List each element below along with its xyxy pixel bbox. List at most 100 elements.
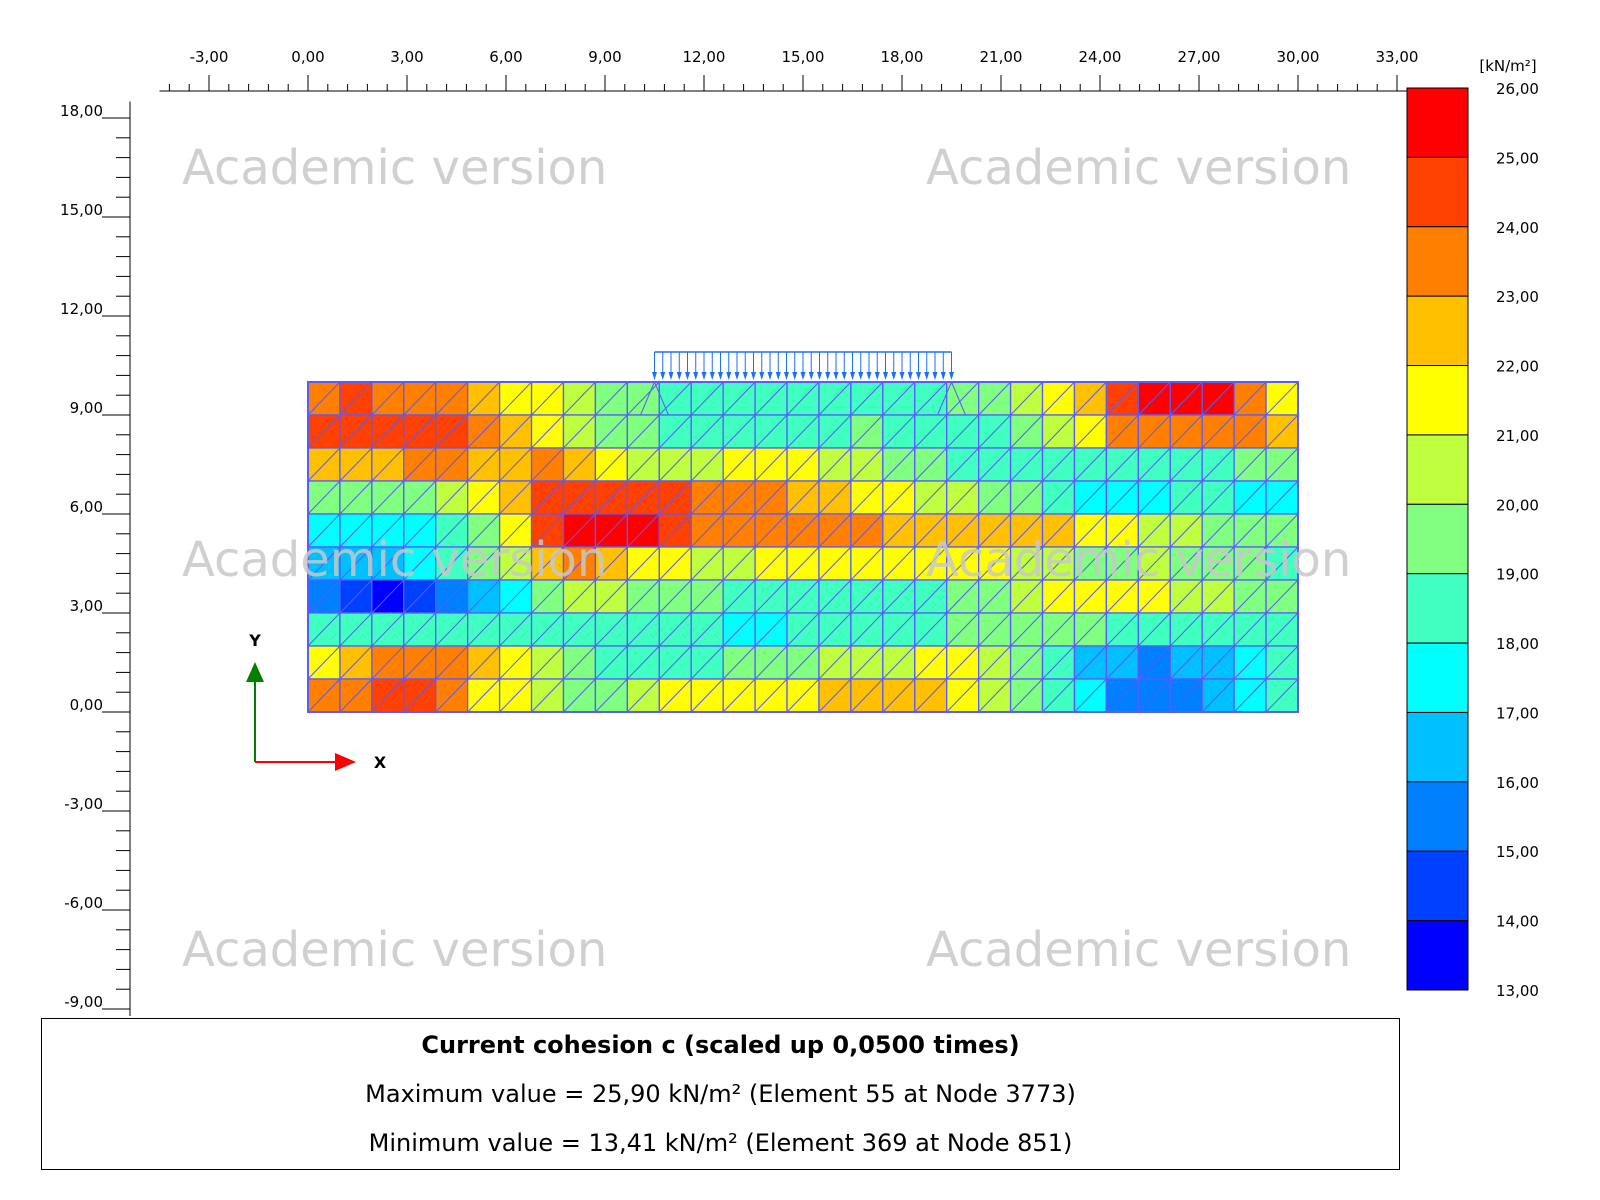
mesh-diagonal (1106, 678, 1139, 713)
mesh-diagonal (339, 612, 373, 647)
load-arrow-head (676, 372, 682, 380)
mesh-diagonal (339, 447, 373, 482)
mesh-diagonal (531, 513, 564, 548)
mesh-diagonal (1010, 579, 1043, 614)
load-arrow-head (718, 372, 723, 380)
mesh-diagonal (722, 381, 756, 416)
mesh-diagonal (1042, 579, 1075, 614)
colorbar-label: 21,00 (1496, 427, 1539, 445)
mesh-diagonal (563, 414, 596, 449)
mesh-diagonal (403, 480, 437, 515)
mesh-diagonal (1169, 546, 1203, 581)
mesh-diagonal (786, 546, 820, 581)
watermark-text: Academic version (182, 922, 607, 978)
mesh-diagonal (307, 414, 341, 449)
mesh-diagonal (467, 678, 500, 713)
mesh-diagonal (1010, 612, 1043, 647)
mesh-diagonal (467, 480, 500, 515)
mesh-diagonal (754, 579, 788, 614)
mesh-diagonal (307, 678, 341, 713)
colorbar-label: 25,00 (1496, 149, 1539, 167)
mesh-diagonal (1201, 480, 1235, 515)
mesh-diagonal (563, 447, 596, 482)
mesh-diagonal (1137, 480, 1171, 515)
mesh-diagonal (307, 546, 341, 581)
mesh-diagonal (658, 414, 692, 449)
colorbar-label: 26,00 (1496, 80, 1539, 98)
mesh-diagonal (1042, 546, 1075, 581)
mesh-diagonal (1010, 447, 1043, 482)
mesh-diagonal (1010, 678, 1043, 713)
colorbar-label: 17,00 (1496, 704, 1539, 722)
mesh-diagonal (1074, 381, 1107, 416)
x-tick-label: 12,00 (683, 48, 726, 66)
mesh-diagonal (467, 579, 500, 614)
mesh-diagonal (1137, 414, 1171, 449)
mesh-diagonal (1042, 678, 1075, 713)
colorbar-label: 16,00 (1496, 774, 1539, 792)
colorbar-label: 13,00 (1496, 982, 1539, 1000)
colorbar-band (1406, 642, 1469, 713)
mesh-diagonal (371, 546, 405, 581)
mesh-diagonal (658, 513, 692, 548)
x-axis-arrow-head (335, 753, 356, 771)
mesh-diagonal (818, 381, 852, 416)
colorbar-band (1406, 226, 1469, 297)
mesh-diagonal (1169, 678, 1203, 713)
mesh-diagonal (563, 381, 596, 416)
mesh-diagonal (371, 513, 405, 548)
load-end-marker (937, 380, 966, 416)
mesh-diagonal (754, 513, 788, 548)
x-axis: -3,00 0,00 3,00 6,00 9,00 12,00 15,00 18,00 21,0… (159, 48, 1418, 92)
mesh-diagonal (1201, 645, 1235, 680)
colorbar-band (1406, 434, 1469, 505)
colorbar-label: 14,00 (1496, 913, 1539, 931)
mesh-diagonal (1169, 612, 1203, 647)
load-arrow-head (891, 372, 897, 380)
mesh-diagonal (914, 513, 948, 548)
mesh-diagonal (850, 612, 884, 647)
load-arrow-head (833, 372, 839, 380)
mesh-diagonal (339, 480, 373, 515)
mesh-diagonal (403, 645, 437, 680)
colorbar-band (1406, 711, 1469, 783)
x-tick-label: 24,00 (1079, 48, 1122, 66)
mesh-diagonal (690, 579, 724, 614)
mesh-diagonal (1010, 414, 1043, 449)
mesh-diagonal (1074, 678, 1107, 713)
colorbar-band (1406, 850, 1469, 922)
mesh-diagonal (690, 447, 724, 482)
mesh-diagonal (435, 612, 469, 647)
watermark-text: Academic version (926, 922, 1351, 978)
mesh-diagonal (1169, 579, 1203, 614)
mesh-diagonal (946, 480, 980, 515)
load-arrow-head (775, 372, 781, 380)
mesh-diagonal (1169, 513, 1203, 548)
mesh-diagonal (818, 480, 852, 515)
mesh-diagonal (595, 645, 628, 680)
axis-triad: Y X (246, 631, 387, 772)
info-title: Current cohesion c (scaled up 0,0500 tim… (421, 1031, 1020, 1059)
mesh-diagonal (850, 579, 884, 614)
mesh-diagonal (882, 513, 916, 548)
mesh-diagonal (563, 678, 596, 713)
mesh-diagonal (786, 579, 820, 614)
mesh-diagonal (786, 513, 820, 548)
mesh-diagonal (1010, 381, 1043, 416)
mesh-diagonal (595, 381, 628, 416)
domain-outline (307, 381, 1299, 713)
mesh-diagonal (307, 381, 341, 416)
mesh-diagonal (595, 579, 628, 614)
mesh-diagonal (307, 447, 341, 482)
y-tick-label: 3,00 (70, 597, 103, 615)
y-tick-label: -6,00 (64, 894, 103, 912)
mesh-diagonal (499, 678, 532, 713)
mesh-diagonal (1233, 678, 1267, 713)
mesh-diagonal (978, 579, 1011, 614)
mesh-diagonal (722, 414, 756, 449)
mesh-diagonal (882, 381, 916, 416)
mesh-diagonal (786, 612, 820, 647)
mesh-diagonal (978, 447, 1011, 482)
mesh-diagonal (371, 678, 405, 713)
y-tick-label: 0,00 (70, 696, 103, 714)
